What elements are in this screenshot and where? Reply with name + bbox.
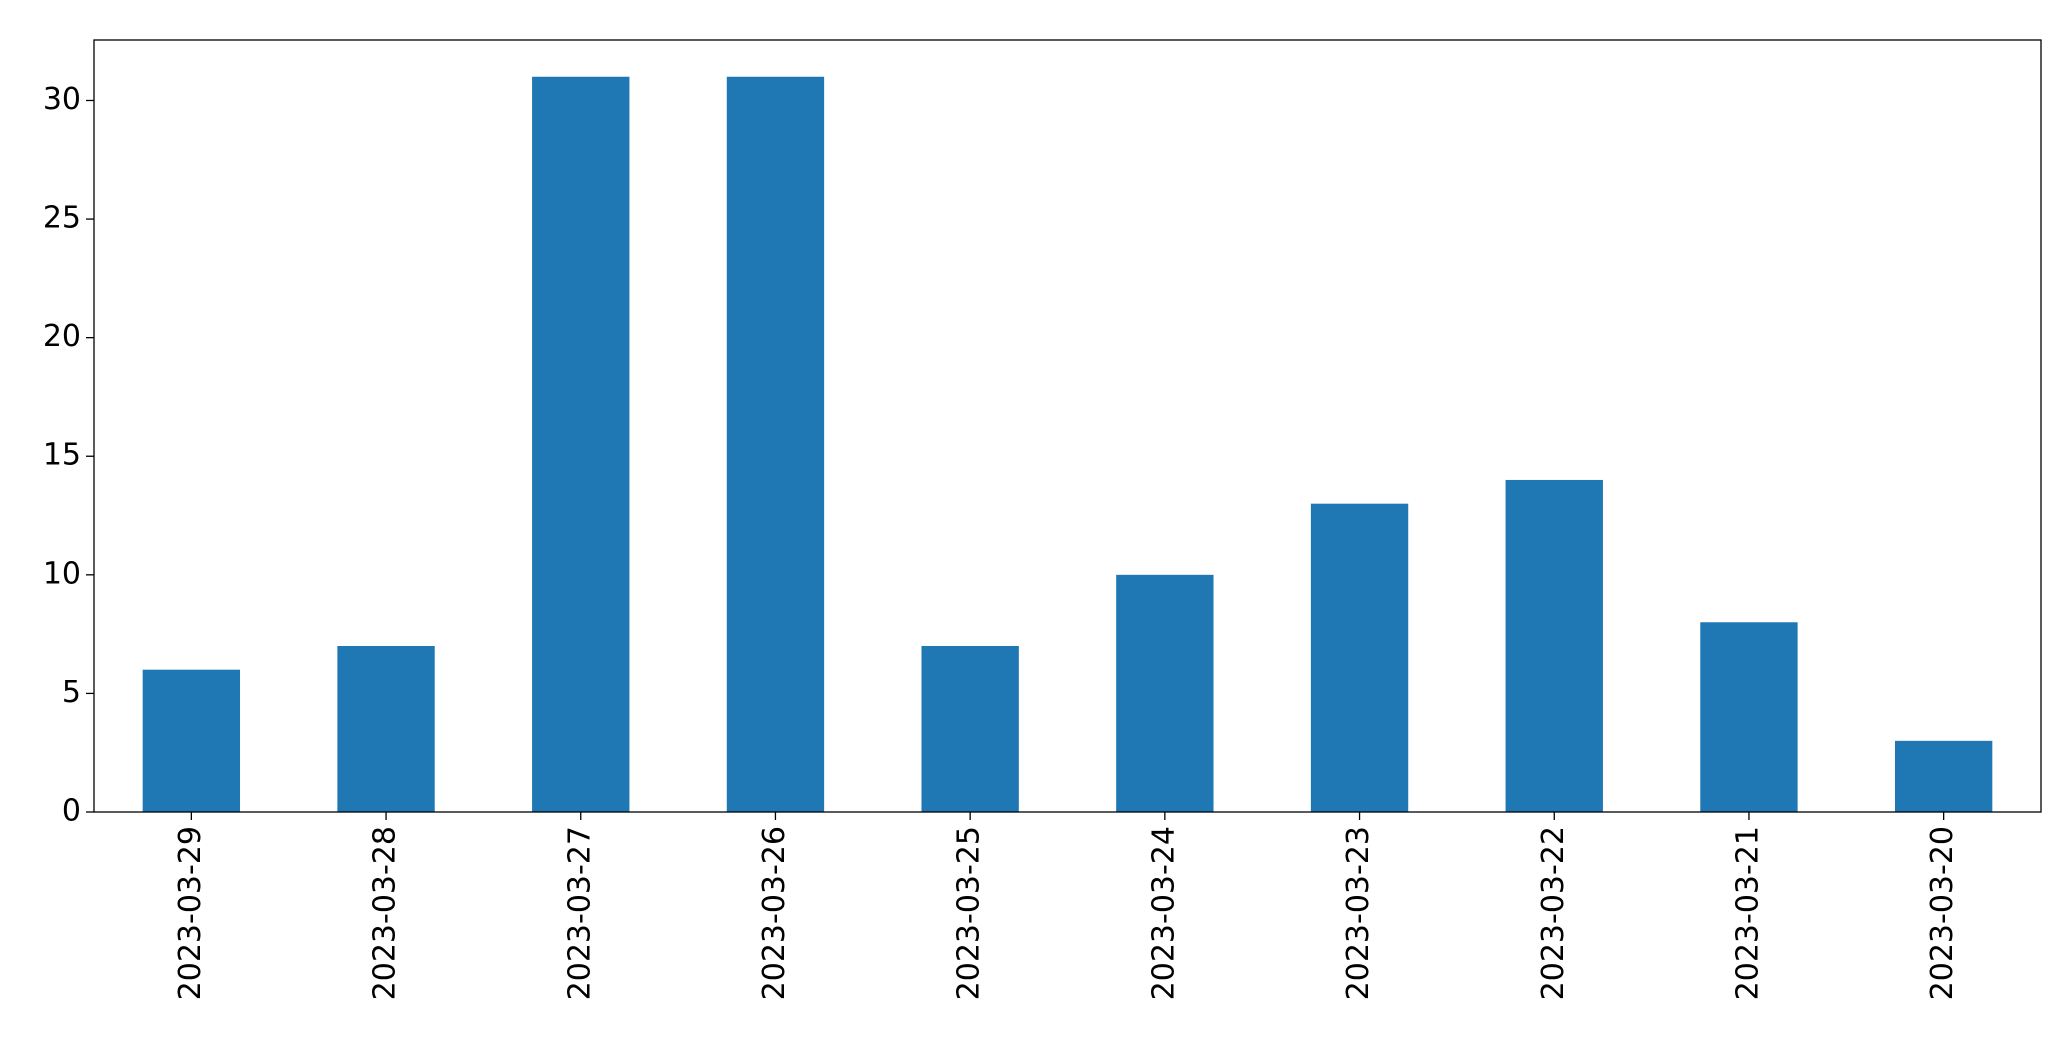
x-tick-label: 2023-03-21	[1730, 826, 1765, 1000]
x-tick-label: 2023-03-22	[1536, 826, 1571, 1000]
bar	[1310, 503, 1409, 812]
bar	[337, 645, 435, 812]
y-tick-label: 25	[43, 201, 81, 236]
bar	[142, 669, 241, 812]
bar	[1505, 479, 1603, 812]
y-tick-label: 20	[43, 319, 81, 354]
bar	[532, 76, 630, 812]
x-tick-label: 2023-03-20	[1925, 826, 1960, 1000]
x-tick-label: 2023-03-26	[757, 826, 792, 1000]
bar	[921, 645, 1019, 812]
x-tick-label: 2023-03-29	[173, 826, 208, 1000]
plot-frame	[93, 39, 2042, 813]
bar	[726, 76, 825, 812]
bar	[1700, 622, 1798, 812]
y-tick-label: 30	[43, 82, 81, 117]
y-tick-label: 10	[43, 556, 81, 591]
y-tick-label: 15	[43, 438, 81, 473]
x-tick-label: 2023-03-25	[952, 826, 987, 1000]
y-tick-label: 0	[62, 794, 81, 829]
bar	[1116, 574, 1214, 812]
x-tick-label: 2023-03-24	[1146, 826, 1181, 1000]
x-tick-label: 2023-03-27	[562, 826, 597, 1000]
y-tick-label: 5	[62, 675, 81, 710]
x-tick-label: 2023-03-28	[368, 826, 403, 1000]
x-tick-label: 2023-03-23	[1341, 826, 1376, 1000]
bar	[1894, 740, 1993, 812]
